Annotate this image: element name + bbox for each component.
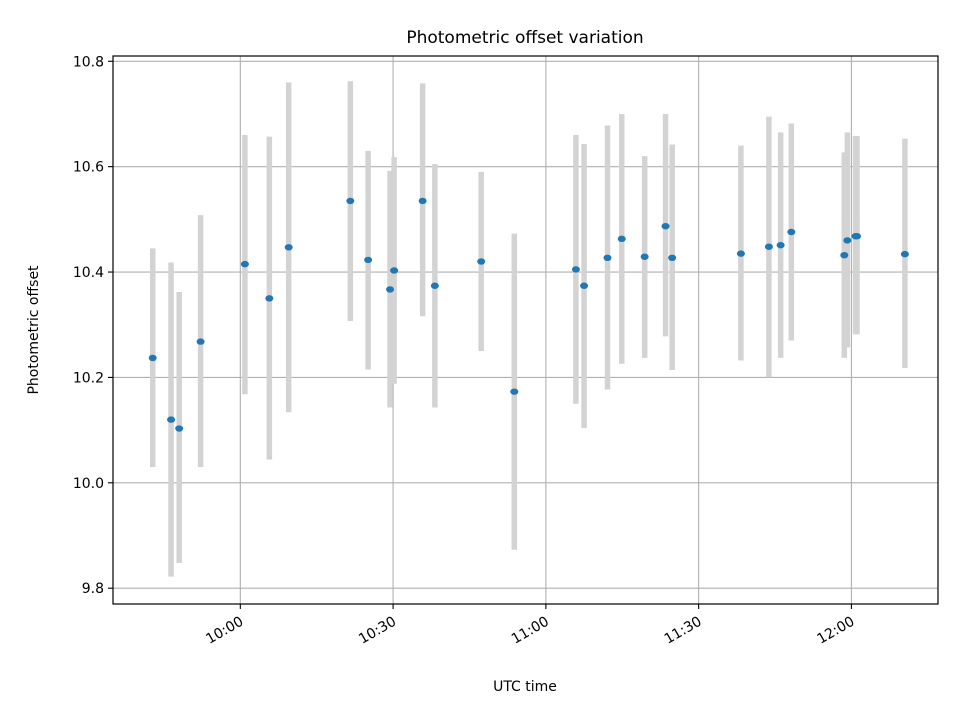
y-tick-label: 10.4 xyxy=(73,265,104,281)
y-axis-label: Photometric offset xyxy=(26,265,42,395)
data-point xyxy=(386,286,395,293)
data-point xyxy=(477,258,486,265)
data-point xyxy=(418,197,427,205)
data-point xyxy=(787,228,796,236)
data-point xyxy=(346,197,355,205)
data-point xyxy=(668,254,677,262)
plot-frame xyxy=(112,55,939,605)
data-point xyxy=(167,416,176,423)
data-point xyxy=(196,338,205,345)
data-point xyxy=(364,256,373,264)
data-point xyxy=(617,235,626,243)
y-axis-ticks: 9.8 10.0 10.2 10.4 10.6 10.8 xyxy=(73,54,113,597)
chart-title: Photometric offset variation xyxy=(406,28,643,48)
y-tick-label: 10.6 xyxy=(73,160,104,176)
data-point xyxy=(661,222,670,230)
y-tick-label: 9.8 xyxy=(82,581,104,597)
data-point xyxy=(776,241,785,249)
data-point xyxy=(284,244,293,251)
data-point xyxy=(603,254,612,262)
data-point xyxy=(571,266,580,273)
data-point xyxy=(640,253,649,260)
data-point xyxy=(853,233,862,240)
y-tick-label: 10.8 xyxy=(73,54,104,70)
data-point xyxy=(580,282,589,289)
data-point xyxy=(764,243,773,250)
data-point xyxy=(430,282,439,289)
data-point xyxy=(240,260,249,268)
data-point xyxy=(900,250,909,258)
data-point xyxy=(843,237,852,244)
data-point xyxy=(175,425,184,432)
data-point xyxy=(265,295,274,302)
grid xyxy=(113,56,938,604)
data-points xyxy=(148,197,909,432)
data-point xyxy=(840,251,849,259)
y-tick-label: 10.0 xyxy=(73,476,104,492)
data-point xyxy=(736,250,745,257)
y-tick-label: 10.2 xyxy=(73,370,104,386)
x-axis-label: UTC time xyxy=(493,679,557,695)
data-point xyxy=(390,267,399,274)
data-point xyxy=(148,354,157,362)
data-point xyxy=(510,388,519,395)
